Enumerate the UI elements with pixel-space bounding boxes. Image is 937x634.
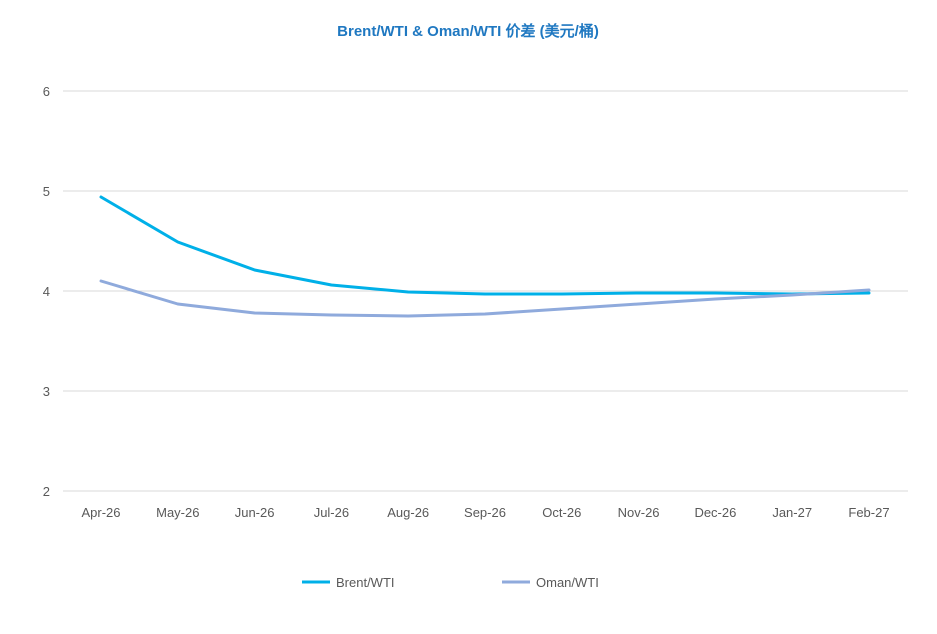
y-tick-label: 3 — [43, 384, 50, 399]
series-line-brent-wti — [99, 195, 871, 296]
chart-title: Brent/WTI & Oman/WTI 价差 (美元/桶) — [337, 22, 599, 40]
series-line-oman-wti — [99, 279, 871, 318]
x-tick-label: Jun-26 — [235, 505, 275, 520]
x-tick-label: Nov-26 — [618, 505, 660, 520]
x-tick-label: Dec-26 — [694, 505, 736, 520]
x-tick-label: Apr-26 — [81, 505, 120, 520]
y-tick-label: 6 — [43, 84, 50, 99]
x-tick-label: Oct-26 — [542, 505, 581, 520]
x-tick-label: Feb-27 — [848, 505, 889, 520]
x-tick-label: May-26 — [156, 505, 199, 520]
y-tick-label: 5 — [43, 184, 50, 199]
x-tick-label: Sep-26 — [464, 505, 506, 520]
x-tick-label: Aug-26 — [387, 505, 429, 520]
legend-label: Oman/WTI — [536, 575, 599, 590]
y-tick-label: 2 — [43, 484, 50, 499]
x-tick-label: Jan-27 — [772, 505, 812, 520]
y-tick-label: 4 — [43, 284, 50, 299]
x-tick-label: Jul-26 — [314, 505, 349, 520]
legend-label: Brent/WTI — [336, 575, 395, 590]
